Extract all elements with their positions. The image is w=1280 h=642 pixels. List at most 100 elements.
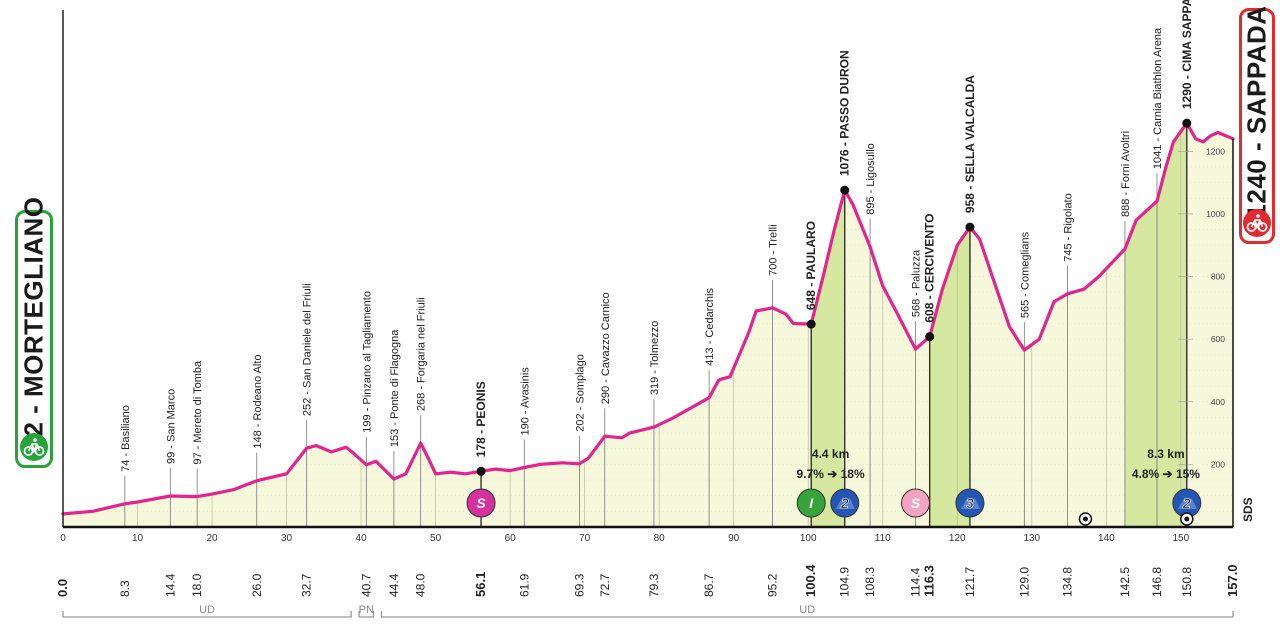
location-label: 148 - Rodeano Alto <box>252 354 264 448</box>
mountain-icon <box>835 497 855 509</box>
location-label: 888 - Forni Avoltri <box>1120 131 1132 217</box>
location-label: 178 - PEONIS <box>474 381 488 457</box>
km-label: 129.0 <box>1017 567 1031 597</box>
region-label: PN <box>359 604 374 616</box>
x-tick-label: 60 <box>505 533 517 544</box>
km-label: 95.2 <box>765 573 779 597</box>
km-label: 72.7 <box>598 573 612 597</box>
region-label: UD <box>199 604 215 616</box>
summit-dot <box>925 332 935 342</box>
marker-label: S <box>476 495 486 511</box>
y-tick-label: 600 <box>1211 334 1225 344</box>
marker-label: I <box>809 495 814 511</box>
km-label-start: 0.0 <box>55 579 70 597</box>
climb-length: 4.4 km <box>812 447 849 461</box>
km-label: 104.9 <box>838 567 852 597</box>
bicycle-icon <box>1243 209 1271 237</box>
region-label: UD <box>799 604 815 616</box>
location-label: 99 - San Marco <box>165 389 177 464</box>
location-label: 252 - San Daniele del Friuli <box>302 283 314 416</box>
km-label: 14.4 <box>163 573 177 597</box>
x-tick-label: 90 <box>728 533 740 544</box>
x-tick-label: 120 <box>949 533 966 544</box>
x-tick-label: 80 <box>654 533 666 544</box>
y-tick-label: 1200 <box>1206 146 1225 156</box>
marker-label: S <box>911 495 921 511</box>
summit-dot <box>965 222 975 232</box>
finish-label: 1240 - SAPPADA <box>1241 5 1272 219</box>
summit-dot <box>806 319 816 329</box>
km-label: 44.4 <box>387 573 401 597</box>
marker-label: 2 <box>1182 495 1191 511</box>
finish-name: SAPPADA <box>1241 5 1272 135</box>
location-label: 268 - Forgaria nel Friuli <box>416 297 428 411</box>
location-label: 745 - Rigolato <box>1063 193 1075 262</box>
summit-dot <box>476 466 486 476</box>
km-label: 121.7 <box>963 567 977 597</box>
km-label: 150.8 <box>1180 567 1194 597</box>
y-tick-label: 400 <box>1211 397 1225 407</box>
km-label: 116.3 <box>922 565 937 597</box>
km-label: 18.0 <box>190 573 204 597</box>
km-label: 100.4 <box>803 564 818 597</box>
start-badge: 42 - MORTEGLIANO <box>15 196 53 468</box>
summit-dot <box>1182 118 1192 128</box>
x-tick-label: 110 <box>875 533 891 544</box>
km-label: 26.0 <box>250 573 264 597</box>
intermediate-marker <box>796 488 826 518</box>
location-label: 74 - Basiliano <box>120 405 132 472</box>
x-tick-label: 10 <box>132 533 144 544</box>
profile-line <box>61 121 1235 516</box>
location-label: 190 - Avasinis <box>519 367 531 436</box>
location-label: 565 - Comeglians <box>1019 231 1031 318</box>
x-tick-label: 50 <box>430 533 442 544</box>
region-bracket <box>380 611 1234 618</box>
climb-grade: 9.7% ➔ 18% <box>797 467 865 481</box>
climb-area-3 <box>1124 123 1187 527</box>
climb-grade: 4.8% ➔ 15% <box>1132 467 1200 481</box>
start-label: 42 - MORTEGLIANO <box>19 196 50 451</box>
km-label: 108.3 <box>863 567 877 597</box>
y-tick-label: 200 <box>1211 459 1225 469</box>
climb-length: 8.3 km <box>1147 447 1184 461</box>
km-label: 48.0 <box>414 573 428 597</box>
x-tick-label: 20 <box>206 533 218 544</box>
y-tick-label: 800 <box>1211 272 1225 282</box>
location-label: 97 - Mereto di Tomba <box>192 360 204 465</box>
location-label: 648 - PAULARO <box>804 221 818 310</box>
climb-area-1 <box>811 190 845 527</box>
location-label: 895 - Ligosullo <box>865 143 877 215</box>
location-label: 1290 - CIMA SAPPADA <box>1180 0 1194 109</box>
sky-mask <box>63 10 1233 514</box>
location-label: 568 - Paluzza <box>911 249 923 317</box>
location-label: 700 - Trelli <box>767 224 779 275</box>
summit-dot <box>840 185 850 195</box>
feed-zone-dot <box>1184 516 1190 522</box>
km-label: 86.7 <box>702 573 716 597</box>
sprint-marker <box>466 488 496 518</box>
mountain-icon <box>960 497 980 509</box>
km-label: 8.3 <box>118 580 132 597</box>
location-label: 319 - Tolmezzo <box>649 321 661 395</box>
x-tick-label: 0 <box>60 533 66 544</box>
location-label: 290 - Cavazzo Carnico <box>600 292 612 404</box>
x-tick-label: 30 <box>281 533 293 544</box>
location-label: 413 - Cedarchis <box>704 288 716 366</box>
brand-mark: SDS <box>1241 497 1255 522</box>
marker-label: 2 <box>840 495 849 511</box>
x-tick-label: 130 <box>1023 533 1040 544</box>
start-name: MORTEGLIANO <box>18 196 49 397</box>
km-label-end: 157.0 <box>1225 564 1240 597</box>
km-label: 79.3 <box>647 573 661 597</box>
location-label: 1076 - PASSO DURON <box>838 50 852 176</box>
marker-label: 3 <box>966 495 974 511</box>
location-label: 199 - Pinzano al Tagliamento <box>361 291 373 433</box>
location-label: 608 - CERCIVENTO <box>923 213 937 322</box>
x-tick-label: 140 <box>1098 533 1115 544</box>
x-tick-label: 70 <box>579 533 591 544</box>
region-bracket <box>62 611 352 618</box>
km-label: 146.8 <box>1150 567 1164 597</box>
km-label: 134.8 <box>1061 567 1075 597</box>
km-label: 56.1 <box>473 572 488 597</box>
